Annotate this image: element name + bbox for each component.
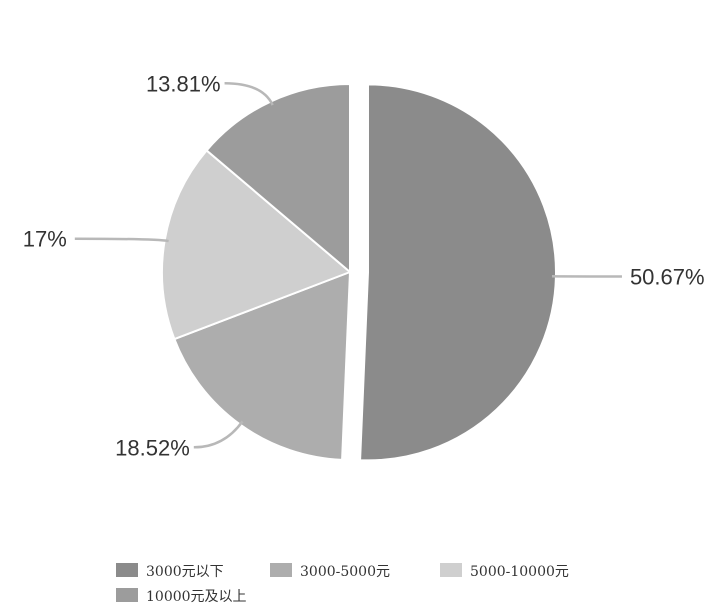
pie-slice-1 [359,83,557,462]
legend-label-3: 5000-10000元 [470,564,569,580]
slice-labels: 50.67% 18.52% 17% 13.81% [23,71,705,460]
leader-line-4 [224,82,274,106]
slice-label-2: 18.52% [115,435,190,460]
legend: 3000元以下 3000-5000元 5000-10000元 10000元及以上 [116,563,569,605]
legend-swatch-4 [116,588,138,602]
legend-label-4: 10000元及以上 [146,589,247,605]
legend-swatch-3 [440,563,462,577]
slice-label-1: 50.67% [630,264,705,289]
slice-label-3: 17% [23,227,67,252]
legend-swatch-2 [270,563,292,577]
slice-label-4: 13.81% [146,71,221,96]
leader-line-3 [74,237,169,243]
leader-lines [74,82,622,449]
legend-label-1: 3000元以下 [146,564,224,580]
pie-slices [161,82,557,462]
legend-label-2: 3000-5000元 [300,564,390,580]
leader-line-2 [193,420,244,449]
legend-swatch-1 [116,563,138,577]
